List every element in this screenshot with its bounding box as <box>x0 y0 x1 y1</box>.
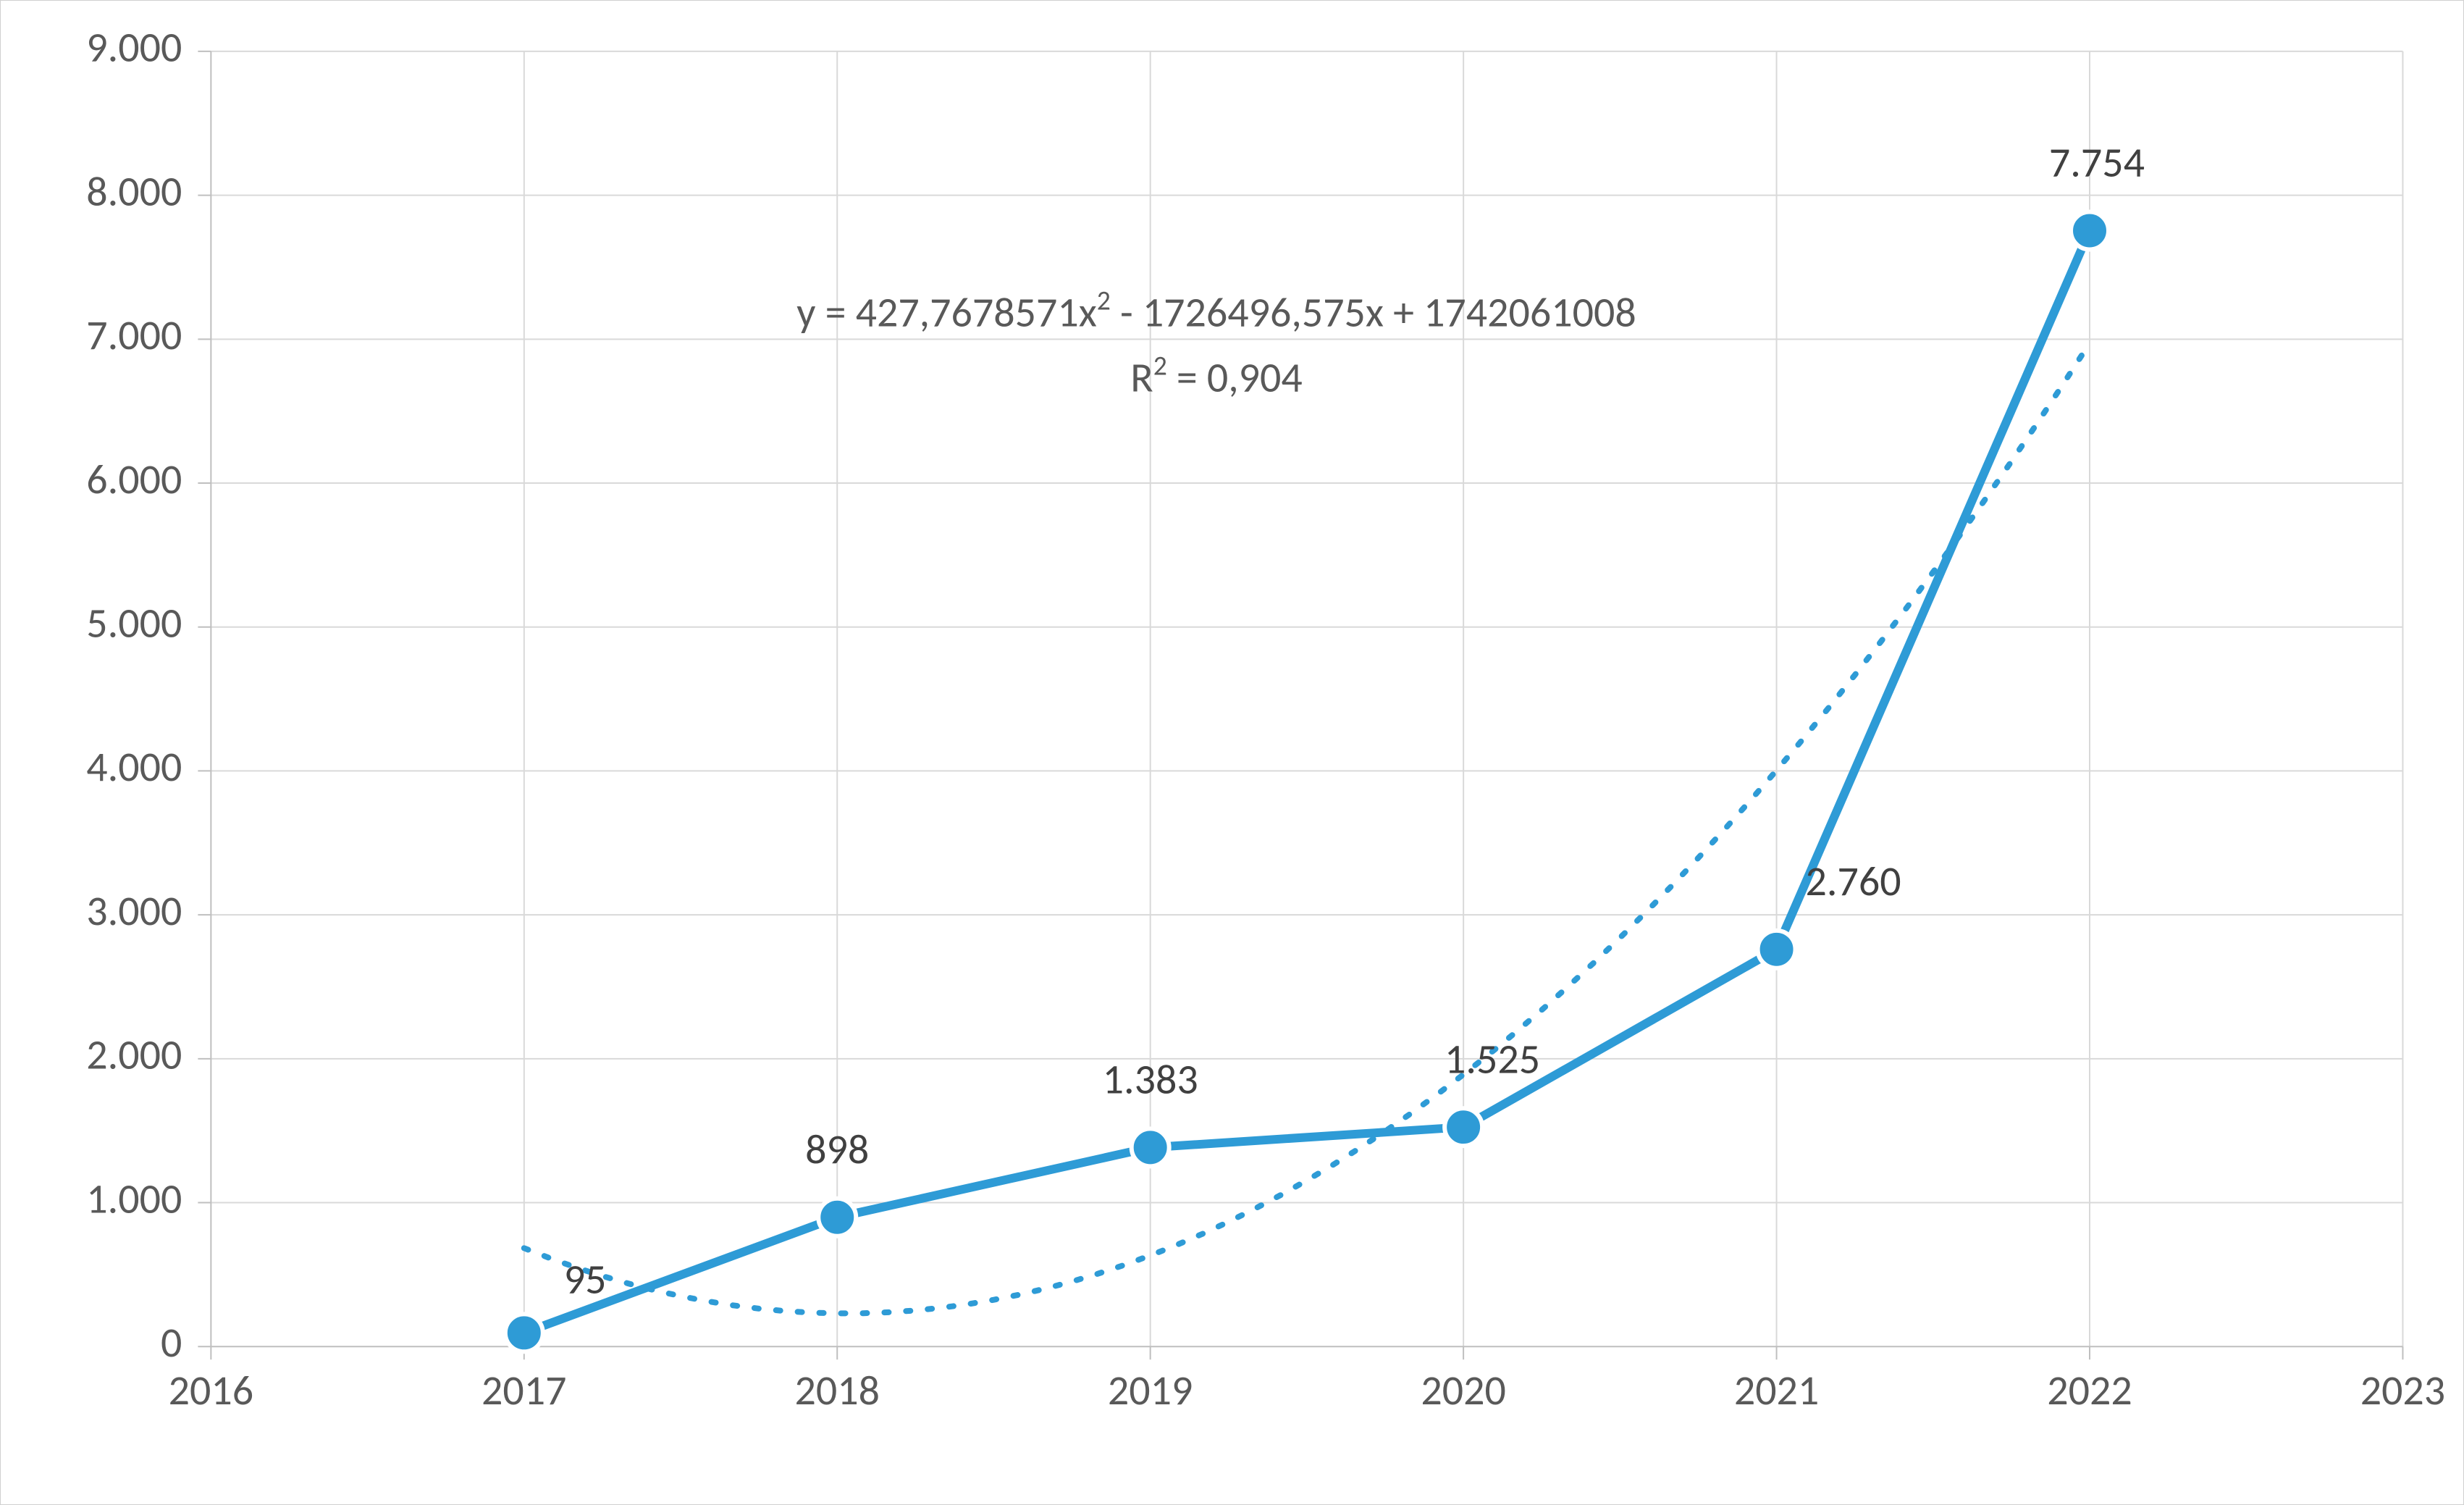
x-tick-label: 2018 <box>795 1364 880 1416</box>
y-tick-label: 7.000 <box>86 309 182 361</box>
data-marker <box>1132 1128 1169 1166</box>
data-marker <box>818 1199 856 1236</box>
data-marker <box>1758 931 1796 968</box>
trend-equation: y = 427,7678571x2 - 1726496,575x + 17420… <box>796 285 1636 338</box>
x-tick-label: 2019 <box>1108 1364 1193 1416</box>
data-marker <box>505 1314 543 1351</box>
data-label: 898 <box>805 1123 869 1175</box>
y-tick-label: 8.000 <box>86 165 182 217</box>
x-tick-label: 2022 <box>2047 1364 2132 1416</box>
y-tick-label: 9.000 <box>86 22 182 73</box>
line-chart: 0 1.000 2.000 3.000 4.000 5.000 6.000 7.000 8.00… <box>1 1 2463 1504</box>
y-tick-label: 4.000 <box>86 741 182 792</box>
data-label: 1.525 <box>1445 1033 1540 1084</box>
y-tick-label: 0 <box>161 1317 182 1368</box>
y-tick-label: 3.000 <box>86 885 182 936</box>
x-tick-label: 2017 <box>482 1364 566 1416</box>
y-tick-label: 1.000 <box>86 1173 182 1224</box>
data-label: 1.383 <box>1103 1053 1198 1104</box>
y-tick-label: 2.000 <box>86 1029 182 1081</box>
x-tick-label: 2021 <box>1734 1364 1819 1416</box>
y-tick-label: 6.000 <box>86 453 182 505</box>
chart-container: 0 1.000 2.000 3.000 4.000 5.000 6.000 7.000 8.00… <box>0 0 2464 1505</box>
x-tick-label: 2016 <box>169 1364 253 1416</box>
data-marker <box>1445 1108 1482 1146</box>
x-tick-label: 2023 <box>2360 1364 2445 1416</box>
data-marker <box>2071 212 2108 250</box>
data-label: 7.754 <box>2049 137 2145 188</box>
data-label: 2.760 <box>1806 855 1901 907</box>
y-tick-label: 5.000 <box>86 598 182 649</box>
x-tick-label: 2020 <box>1421 1364 1505 1416</box>
data-label: 95 <box>564 1253 607 1304</box>
